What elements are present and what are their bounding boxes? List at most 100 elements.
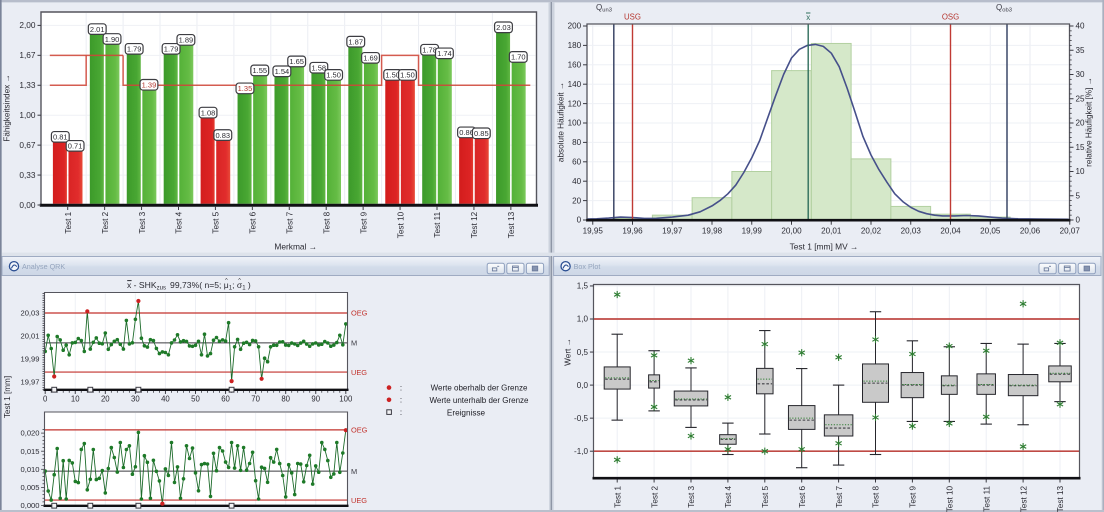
svg-text:70: 70 bbox=[251, 395, 260, 404]
svg-text:20,03: 20,03 bbox=[20, 309, 39, 318]
svg-text:1.55: 1.55 bbox=[252, 66, 267, 75]
svg-text:40: 40 bbox=[1076, 22, 1086, 31]
svg-text:20,03: 20,03 bbox=[901, 227, 922, 236]
svg-text:USG: USG bbox=[624, 12, 641, 21]
svg-text:Test 12: Test 12 bbox=[1019, 485, 1028, 512]
svg-text:1.50: 1.50 bbox=[400, 71, 415, 80]
svg-text:0,010: 0,010 bbox=[20, 465, 39, 474]
svg-text:20,05: 20,05 bbox=[980, 227, 1001, 236]
svg-text:120: 120 bbox=[568, 99, 582, 108]
svg-text:50: 50 bbox=[191, 395, 200, 404]
svg-text:1.74: 1.74 bbox=[437, 49, 452, 58]
svg-text:2.01: 2.01 bbox=[90, 25, 105, 34]
svg-text:Analyse QRK: Analyse QRK bbox=[22, 262, 65, 271]
svg-text:^: ^ bbox=[238, 278, 241, 284]
svg-text:1.65: 1.65 bbox=[289, 57, 304, 66]
svg-text:20: 20 bbox=[1076, 119, 1086, 128]
svg-text:20,06: 20,06 bbox=[1020, 227, 1041, 236]
svg-text:40: 40 bbox=[572, 177, 582, 186]
svg-text:180: 180 bbox=[568, 41, 582, 50]
svg-text:Test 8: Test 8 bbox=[872, 485, 881, 507]
svg-text:10: 10 bbox=[71, 395, 80, 404]
svg-text:absolute Häufigkeit →: absolute Häufigkeit → bbox=[557, 82, 566, 162]
svg-text:200: 200 bbox=[568, 22, 582, 31]
svg-text:1.78: 1.78 bbox=[422, 46, 437, 55]
svg-text:1.87: 1.87 bbox=[348, 37, 363, 46]
svg-text:Test 1 [mm] MV →: Test 1 [mm] MV → bbox=[790, 242, 859, 252]
svg-text:20: 20 bbox=[101, 395, 110, 404]
svg-text:Test 1: Test 1 bbox=[613, 485, 622, 507]
svg-text:Test 6: Test 6 bbox=[249, 211, 258, 233]
svg-text:Test 1: Test 1 bbox=[64, 211, 73, 233]
svg-text:UEG: UEG bbox=[351, 496, 367, 505]
svg-text:OEG: OEG bbox=[351, 309, 368, 318]
svg-text:Test 5: Test 5 bbox=[212, 211, 221, 233]
svg-text:19,98: 19,98 bbox=[702, 227, 723, 236]
svg-text:1.54: 1.54 bbox=[275, 67, 290, 76]
svg-text:20,00: 20,00 bbox=[781, 227, 802, 236]
svg-text:0,000: 0,000 bbox=[20, 501, 39, 510]
svg-text:20,01: 20,01 bbox=[821, 227, 842, 236]
svg-text:Test 3: Test 3 bbox=[138, 211, 147, 233]
svg-text:2,00: 2,00 bbox=[19, 20, 36, 30]
svg-text:M: M bbox=[351, 467, 357, 476]
svg-text:90: 90 bbox=[311, 395, 320, 404]
svg-text:0.85: 0.85 bbox=[474, 129, 489, 138]
svg-text:0.71: 0.71 bbox=[68, 142, 83, 151]
svg-text:19,96: 19,96 bbox=[622, 227, 643, 236]
svg-text:0,67: 0,67 bbox=[19, 140, 36, 150]
svg-text:19,99: 19,99 bbox=[742, 227, 763, 236]
svg-text:1.79: 1.79 bbox=[127, 45, 142, 54]
svg-text:1.50: 1.50 bbox=[385, 71, 400, 80]
svg-text:20,01: 20,01 bbox=[20, 332, 39, 341]
svg-text:UEG: UEG bbox=[351, 368, 367, 377]
svg-text:M: M bbox=[351, 339, 357, 348]
svg-text:100: 100 bbox=[568, 119, 582, 128]
svg-text:Test 9: Test 9 bbox=[909, 485, 918, 507]
svg-text:40: 40 bbox=[161, 395, 170, 404]
svg-text:relative Häufigkeit [%] →: relative Häufigkeit [%] → bbox=[1085, 77, 1094, 167]
svg-text:2.03: 2.03 bbox=[496, 23, 511, 32]
svg-text:Test 3: Test 3 bbox=[687, 485, 696, 507]
svg-text:0,5: 0,5 bbox=[577, 348, 589, 357]
svg-text:140: 140 bbox=[568, 80, 582, 89]
svg-text:Test 11: Test 11 bbox=[982, 485, 991, 511]
svg-text:1.69: 1.69 bbox=[363, 54, 378, 63]
svg-text:1.79: 1.79 bbox=[164, 45, 179, 54]
svg-text:Test 7: Test 7 bbox=[835, 485, 844, 507]
svg-text:0: 0 bbox=[1076, 216, 1081, 225]
svg-text:Test 7: Test 7 bbox=[285, 211, 294, 233]
svg-text:1.35: 1.35 bbox=[238, 84, 253, 93]
svg-text:1.08: 1.08 bbox=[201, 108, 216, 117]
svg-text:1,67: 1,67 bbox=[19, 50, 36, 60]
svg-text:0,00: 0,00 bbox=[19, 200, 36, 210]
svg-text:^: ^ bbox=[225, 278, 228, 284]
svg-text:Werte unterhalb der Grenze: Werte unterhalb der Grenze bbox=[429, 396, 529, 405]
svg-text:19,97: 19,97 bbox=[20, 377, 39, 386]
svg-text:Test 4: Test 4 bbox=[175, 211, 184, 233]
svg-text:OEG: OEG bbox=[351, 426, 368, 435]
svg-text:Box Plot: Box Plot bbox=[574, 262, 601, 271]
svg-text:100: 100 bbox=[339, 395, 353, 404]
svg-text:Qob3: Qob3 bbox=[996, 3, 1012, 14]
svg-text:10: 10 bbox=[1076, 167, 1086, 176]
svg-text:x: x bbox=[806, 13, 810, 22]
svg-text:0,33: 0,33 bbox=[19, 170, 36, 180]
svg-text:Fähigkeitsindex →: Fähigkeitsindex → bbox=[3, 74, 12, 141]
svg-text::: : bbox=[400, 384, 402, 393]
svg-text:Test 10: Test 10 bbox=[946, 485, 955, 512]
svg-text:1,0: 1,0 bbox=[577, 315, 589, 324]
svg-text:Test 13: Test 13 bbox=[507, 211, 516, 238]
svg-text:Test 4: Test 4 bbox=[724, 485, 733, 507]
svg-text:Wert →: Wert → bbox=[564, 338, 573, 366]
svg-text:25: 25 bbox=[1076, 94, 1086, 103]
svg-text:60: 60 bbox=[221, 395, 230, 404]
svg-text:Merkmal →: Merkmal → bbox=[274, 242, 317, 252]
svg-text:80: 80 bbox=[281, 395, 290, 404]
svg-text:20: 20 bbox=[572, 196, 582, 205]
svg-text:20,07: 20,07 bbox=[1060, 227, 1081, 236]
svg-text:Test 9: Test 9 bbox=[359, 211, 368, 233]
svg-text:19,99: 19,99 bbox=[20, 354, 39, 363]
svg-text:80: 80 bbox=[572, 138, 582, 147]
svg-text:Test 2: Test 2 bbox=[101, 211, 110, 233]
